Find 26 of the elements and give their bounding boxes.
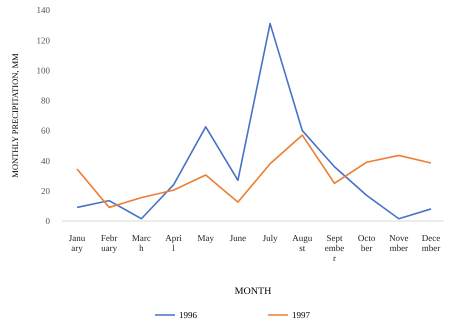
- x-tick-label: June: [230, 233, 246, 243]
- x-axis-title: MONTH: [234, 286, 272, 297]
- x-tick-label: October: [358, 233, 376, 253]
- legend-label: 1997: [292, 310, 310, 320]
- y-tick-label: 140: [36, 5, 50, 16]
- y-tick-label: 0: [46, 216, 50, 226]
- line-series: [76, 22, 432, 220]
- y-tick-label: 100: [36, 65, 50, 76]
- x-tick-label: May: [197, 233, 214, 243]
- y-tick-label: 60: [41, 126, 50, 136]
- x-tick-label: February: [100, 233, 118, 253]
- y-tick-label: 20: [41, 186, 50, 196]
- x-tick-label: November: [389, 233, 409, 253]
- x-tick-label: January: [68, 233, 86, 253]
- x-tick-label: December: [422, 233, 440, 253]
- x-tick-label: July: [262, 233, 278, 243]
- x-tick-label: August: [292, 233, 313, 253]
- x-tick-label: March: [132, 233, 151, 253]
- y-tick-label: 120: [36, 35, 50, 46]
- x-tick-label: April: [165, 233, 182, 253]
- y-tick-label: 80: [41, 96, 50, 106]
- y-tick-label: 40: [41, 156, 50, 166]
- legend-label: 1996: [179, 310, 198, 320]
- y-axis-title: MONTHLY PRECIPITATION, MM: [10, 52, 20, 178]
- line-series: [76, 134, 432, 208]
- x-tick-label: September: [324, 233, 344, 263]
